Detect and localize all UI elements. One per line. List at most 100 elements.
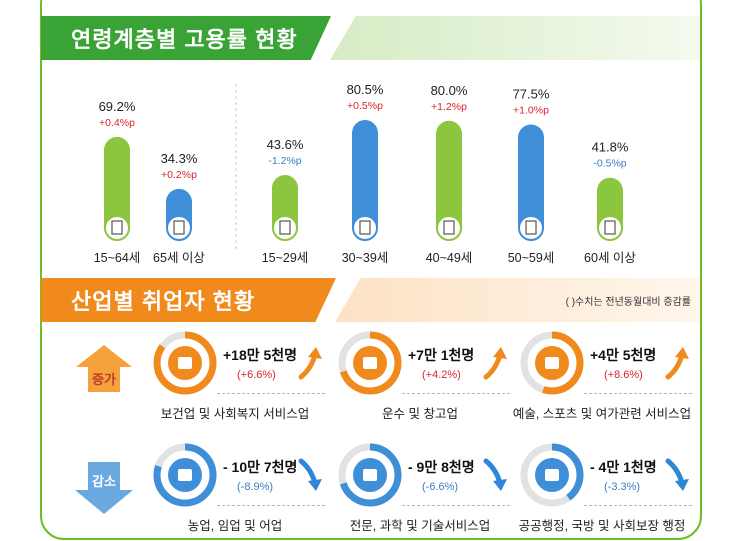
bar-document-icon bbox=[166, 215, 192, 241]
up-trend-arrow-icon bbox=[483, 352, 503, 380]
item-divider bbox=[402, 505, 510, 506]
bar-document-icon bbox=[104, 215, 130, 241]
progress-ring bbox=[338, 331, 402, 395]
down-trend-arrow-icon bbox=[483, 458, 503, 486]
bar-0 bbox=[104, 136, 130, 240]
industry-change-value: +7만 1천명 bbox=[408, 347, 475, 363]
up-arrow-head bbox=[675, 347, 689, 359]
up-arrow-head bbox=[308, 347, 322, 359]
increase-badge: 증가 bbox=[92, 371, 116, 387]
up-arrow-head bbox=[493, 347, 507, 359]
progress-ring bbox=[153, 331, 217, 395]
category-label: 50~59세 bbox=[508, 251, 555, 265]
bar-value-label: 69.2% bbox=[99, 99, 136, 114]
industry-change-rate: (+4.2%) bbox=[422, 369, 461, 381]
bar-value-label: 43.6% bbox=[267, 137, 304, 152]
document-icon-sheet bbox=[443, 220, 455, 235]
age-section-title: 연령계층별 고용률 현황 bbox=[41, 16, 331, 60]
bar-change-label: -1.2%p bbox=[268, 155, 301, 167]
document-icon-sheet bbox=[604, 220, 616, 235]
industry-note: ( )수치는 전년동월대비 증감률 bbox=[565, 297, 691, 308]
category-label: 15~64세 bbox=[94, 251, 141, 265]
industry-change-value: - 10만 7천명 bbox=[223, 459, 298, 475]
bar-5 bbox=[518, 124, 544, 240]
bar-document-icon bbox=[518, 215, 544, 241]
category-label: 15~29세 bbox=[262, 251, 309, 265]
industry-change-value: +4만 5천명 bbox=[590, 347, 657, 363]
industry-change-rate: (-8.9%) bbox=[237, 481, 274, 493]
decrease-arrow-icon bbox=[75, 462, 133, 514]
down-arrow-head bbox=[493, 479, 507, 491]
document-icon-sheet bbox=[359, 220, 371, 235]
age-banner-tail bbox=[330, 16, 700, 60]
bar-document-icon bbox=[436, 215, 462, 241]
bar-change-label: +0.5%p bbox=[347, 100, 383, 112]
decrease-badge: 감소 bbox=[92, 473, 116, 489]
bar-4 bbox=[436, 120, 462, 240]
icon-glyph bbox=[545, 469, 559, 481]
bar-value-label: 77.5% bbox=[513, 87, 550, 102]
progress-ring bbox=[153, 443, 217, 507]
bar-change-label: +1.0%p bbox=[513, 105, 549, 117]
down-arrow-head bbox=[675, 479, 689, 491]
category-label: 60세 이상 bbox=[584, 251, 636, 265]
category-label: 30~39세 bbox=[342, 251, 389, 265]
up-trend-arrow-icon bbox=[298, 352, 318, 380]
bar-value-label: 34.3% bbox=[161, 151, 198, 166]
down-trend-arrow-icon bbox=[298, 458, 318, 486]
document-icon-sheet bbox=[173, 220, 185, 235]
bar-change-label: +1.2%p bbox=[431, 101, 467, 113]
down-trend-arrow-icon bbox=[665, 458, 685, 486]
document-icon-sheet bbox=[525, 220, 537, 235]
up-trend-arrow-icon bbox=[665, 352, 685, 380]
item-divider bbox=[584, 393, 692, 394]
document-icon-sheet bbox=[111, 220, 123, 235]
infographic-frame bbox=[40, 0, 702, 540]
icon-glyph bbox=[178, 469, 192, 481]
increase-arrow-icon bbox=[76, 345, 132, 392]
bar-value-label: 41.8% bbox=[592, 140, 629, 155]
industry-name: 전문, 과학 및 기술서비스업 bbox=[349, 519, 491, 533]
icon-glyph bbox=[363, 469, 377, 481]
industry-change-rate: (+6.6%) bbox=[237, 369, 276, 381]
item-divider bbox=[402, 393, 510, 394]
industry-change-rate: (+8.6%) bbox=[604, 369, 643, 381]
industry-change-rate: (-3.3%) bbox=[604, 481, 641, 493]
bar-change-label: +0.4%p bbox=[99, 117, 135, 129]
item-divider bbox=[584, 505, 692, 506]
industry-change-rate: (-6.6%) bbox=[422, 481, 459, 493]
progress-ring bbox=[520, 443, 584, 507]
industry-change-value: - 9만 8천명 bbox=[408, 459, 475, 475]
bar-value-label: 80.5% bbox=[347, 82, 384, 97]
progress-ring bbox=[338, 443, 402, 507]
age-employment-chart: 69.2% +0.4%p 15~64세 34.3% +0.2%p 65세 이상 43.6% -… bbox=[94, 82, 637, 265]
industry-name: 운수 및 창고업 bbox=[382, 407, 458, 421]
icon-glyph bbox=[545, 357, 559, 369]
bar-document-icon bbox=[352, 215, 378, 241]
bar-document-icon bbox=[272, 215, 298, 241]
bar-3 bbox=[352, 120, 378, 240]
progress-ring bbox=[520, 331, 584, 395]
industry-change-value: - 4만 1천명 bbox=[590, 459, 657, 475]
industry-name: 보건업 및 사회복지 서비스업 bbox=[160, 407, 310, 421]
bar-change-label: -0.5%p bbox=[593, 158, 626, 170]
industry-banner-tail bbox=[335, 278, 700, 322]
icon-glyph bbox=[363, 357, 377, 369]
bar-value-label: 80.0% bbox=[431, 83, 468, 98]
industry-name: 예술, 스포츠 및 여가관련 서비스업 bbox=[512, 407, 692, 421]
icon-glyph bbox=[178, 357, 192, 369]
item-divider bbox=[217, 505, 325, 506]
bar-change-label: +0.2%p bbox=[161, 169, 197, 181]
industry-section-title: 산업별 취업자 현황 bbox=[41, 278, 336, 322]
industry-name: 농업, 임업 및 어업 bbox=[187, 519, 283, 533]
category-label: 40~49세 bbox=[426, 251, 473, 265]
item-divider bbox=[217, 393, 325, 394]
down-arrow-head bbox=[308, 479, 322, 491]
bar-document-icon bbox=[597, 215, 623, 241]
document-icon-sheet bbox=[279, 220, 291, 235]
industry-change-value: +18만 5천명 bbox=[223, 347, 298, 363]
category-label: 65세 이상 bbox=[153, 251, 205, 265]
industry-name: 공공행정, 국방 및 사회보장 행정 bbox=[518, 519, 686, 533]
